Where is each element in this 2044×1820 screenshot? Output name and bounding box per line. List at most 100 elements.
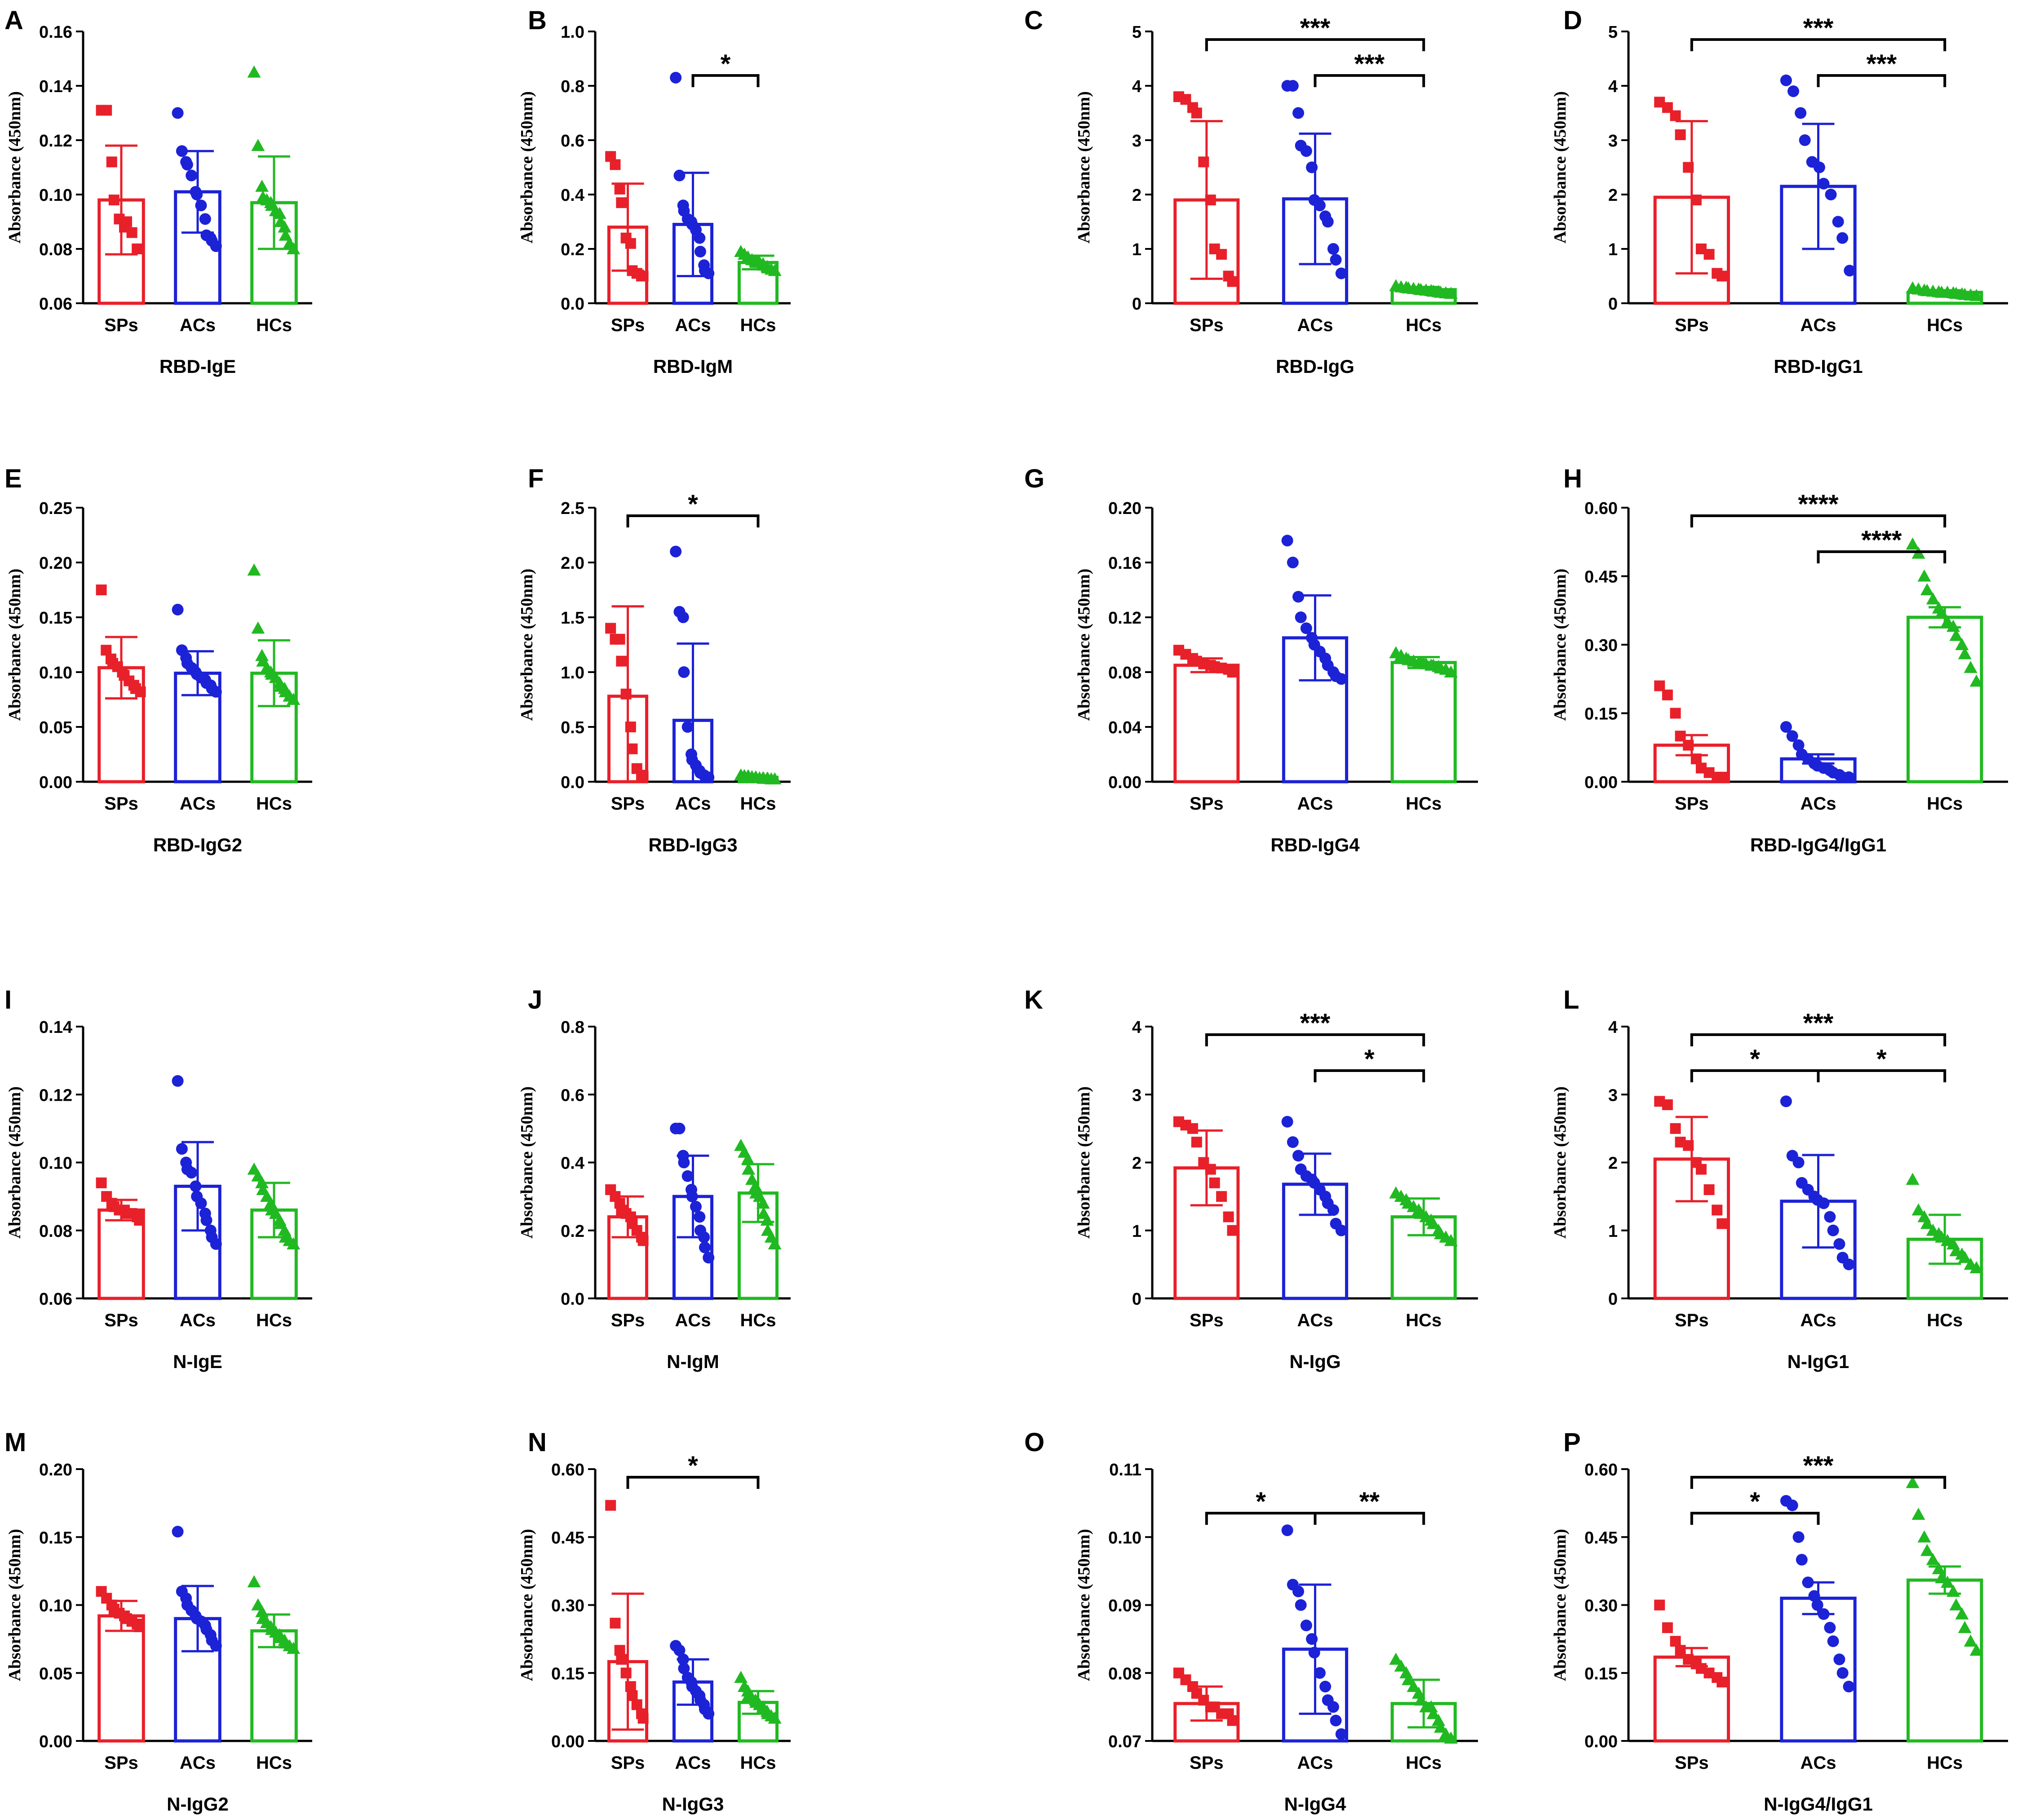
x-tick-label: ACs: [180, 1753, 216, 1773]
y-tick-label: 0.07: [1108, 1732, 1141, 1751]
data-point: [1911, 1507, 1925, 1520]
x-tick-label: HCs: [740, 794, 776, 814]
data-point: [616, 197, 627, 208]
y-tick-label: 0.20: [39, 1461, 72, 1479]
significance-label: ***: [1803, 1009, 1834, 1038]
data-point: [121, 216, 133, 227]
data-point: [247, 1575, 261, 1588]
panel-d: D 0 1 2 3 4 5 Absorbance (450nm) SPs ACs HCs RBD-Ig…: [1551, 6, 2008, 377]
data-point: [251, 139, 265, 151]
significance-bracket: [1690, 1476, 1947, 1489]
data-point: [1792, 1531, 1805, 1543]
x-tick-label: SPs: [1190, 794, 1224, 814]
x-tick-label: HCs: [740, 315, 776, 335]
bar-sps: [607, 1215, 649, 1300]
data-point: [1786, 1499, 1798, 1511]
data-point: [1833, 1653, 1845, 1665]
y-tick-label: 0.0: [561, 295, 584, 314]
data-point: [768, 264, 782, 276]
data-point: [1964, 660, 1978, 673]
data-point: [172, 603, 184, 616]
significance-label: **: [1359, 1487, 1380, 1516]
data-point: [210, 240, 222, 252]
y-axis-label: Absorbance (450nm): [5, 1086, 24, 1239]
panel-letter: P: [1563, 1428, 1581, 1457]
y-tick-label: 0.11: [1109, 1461, 1141, 1479]
y-tick-label: 0.09: [1108, 1597, 1141, 1616]
y-tick-label: 0.06: [39, 295, 72, 314]
x-tick-label: ACs: [675, 1753, 711, 1773]
data-point: [172, 107, 184, 119]
panel-title: RBD-IgG4/IgG1: [1750, 834, 1886, 855]
y-tick-label: 0.60: [1584, 499, 1618, 518]
y-tick-label: 0.25: [39, 499, 72, 518]
data-point: [1314, 199, 1326, 212]
y-tick-label: 0.15: [39, 1528, 72, 1547]
data-point: [1662, 1099, 1673, 1110]
panel-g: G 0.00 0.04 0.08 0.12 0.16 0.20 Absorbance (450…: [1024, 464, 1478, 855]
y-tick-label: 0: [1608, 295, 1618, 314]
data-point: [1947, 620, 1960, 632]
data-point: [1444, 1234, 1458, 1246]
significance-bracket: [1690, 1512, 1820, 1525]
y-tick-label: 3: [1608, 1086, 1618, 1105]
y-axis-label: Absorbance (450nm): [518, 1529, 536, 1681]
data-point: [96, 585, 107, 595]
data-point: [135, 686, 146, 697]
y-tick-label: 2: [1608, 186, 1618, 205]
y-tick-label: 0.5: [561, 718, 584, 737]
data-point: [1949, 629, 1963, 641]
data-point: [670, 71, 682, 84]
data-point: [616, 655, 627, 667]
x-tick-label: SPs: [104, 1753, 138, 1773]
x-tick-label: HCs: [1927, 1311, 1963, 1330]
data-point: [1969, 1643, 1983, 1656]
data-point: [1843, 1681, 1855, 1692]
significance-bracket: [1314, 1512, 1425, 1525]
x-tick-label: ACs: [675, 315, 711, 335]
y-tick-label: 0.0: [561, 773, 584, 792]
data-point: [1780, 1095, 1792, 1107]
y-tick-label: 0.14: [39, 77, 72, 96]
data-point: [610, 159, 621, 170]
significance-label: ***: [1300, 1009, 1331, 1038]
panel-b: B 0.0 0.2 0.4 0.6 0.8 1.0 Absorbance (450nm) SPs…: [518, 6, 791, 377]
y-tick-label: 0.04: [1108, 718, 1141, 737]
y-tick-label: 0.45: [1584, 1528, 1618, 1547]
x-tick-label: ACs: [1800, 315, 1836, 335]
significance-label: *: [1750, 1045, 1760, 1074]
significance-bracket: [1690, 514, 1947, 527]
data-point: [1209, 1177, 1220, 1188]
y-tick-label: 4: [1608, 77, 1618, 96]
significance-bracket: [1817, 550, 1947, 563]
y-tick-label: 2: [1132, 1154, 1141, 1173]
y-tick-label: 2.0: [561, 554, 584, 573]
data-point: [1675, 1645, 1686, 1656]
data-point: [678, 1662, 690, 1674]
data-point: [1906, 1173, 1920, 1185]
data-point: [605, 623, 616, 634]
x-tick-label: SPs: [1675, 315, 1709, 335]
data-point: [1675, 129, 1686, 140]
x-tick-label: HCs: [1406, 1753, 1442, 1773]
panel-title: N-IgG4/IgG1: [1764, 1793, 1873, 1815]
data-point: [1281, 1116, 1293, 1128]
panel-m: M 0.00 0.05 0.10 0.15 0.20 Absorbance (450nm) S…: [4, 1428, 312, 1815]
x-tick-label: ACs: [180, 794, 216, 814]
significance-bracket: [626, 514, 760, 527]
data-point: [1964, 1634, 1978, 1647]
data-point: [1796, 1554, 1808, 1566]
data-point: [287, 1237, 301, 1249]
y-tick-label: 0.8: [561, 1018, 584, 1037]
data-point: [620, 688, 632, 700]
panel-title: RBD-IgG3: [648, 834, 737, 855]
panel-letter: L: [1563, 985, 1579, 1014]
y-tick-label: 0.16: [1108, 554, 1141, 573]
y-tick-label: 0.30: [1584, 636, 1618, 655]
data-point: [1799, 134, 1811, 146]
data-point: [1292, 107, 1305, 119]
data-point: [1920, 1217, 1934, 1229]
data-point: [1969, 1261, 1983, 1273]
panel-title: N-IgG3: [662, 1793, 724, 1815]
x-tick-label: ACs: [1297, 1311, 1333, 1330]
